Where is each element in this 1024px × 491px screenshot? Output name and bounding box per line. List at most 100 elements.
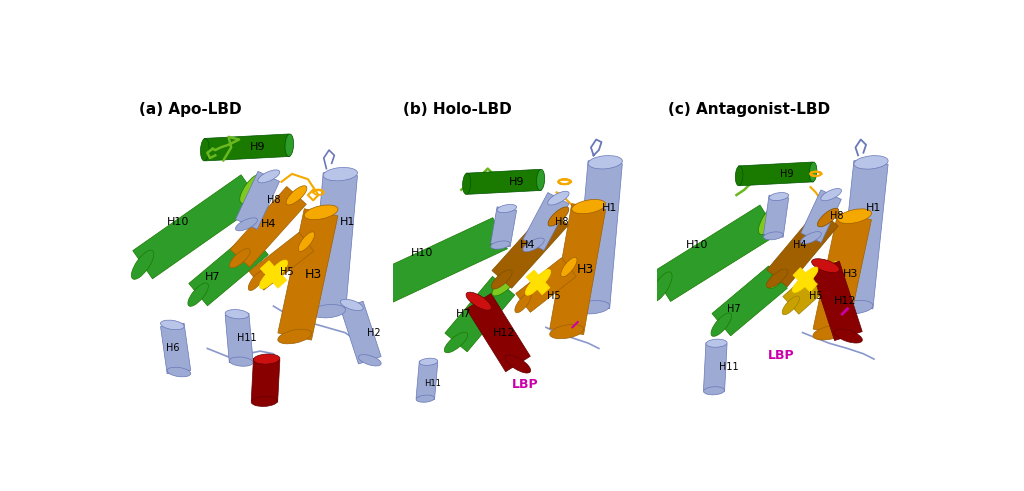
Text: H1: H1	[602, 203, 617, 213]
Ellipse shape	[706, 339, 727, 347]
Polygon shape	[839, 161, 888, 309]
Polygon shape	[801, 190, 842, 243]
Ellipse shape	[561, 257, 578, 277]
Ellipse shape	[324, 167, 357, 181]
Ellipse shape	[187, 283, 209, 306]
Ellipse shape	[821, 261, 839, 279]
Text: H8: H8	[266, 195, 281, 205]
Text: H12: H12	[834, 296, 856, 306]
Polygon shape	[703, 343, 727, 391]
Ellipse shape	[161, 320, 184, 329]
Ellipse shape	[571, 199, 606, 214]
Ellipse shape	[259, 268, 279, 289]
Ellipse shape	[854, 156, 888, 169]
Text: H1: H1	[866, 203, 882, 213]
Ellipse shape	[525, 276, 543, 295]
Text: H7: H7	[727, 304, 740, 314]
Ellipse shape	[523, 238, 545, 252]
Ellipse shape	[782, 296, 800, 315]
Text: H4: H4	[794, 240, 807, 250]
Ellipse shape	[444, 332, 468, 353]
Ellipse shape	[229, 357, 253, 366]
Ellipse shape	[490, 218, 510, 249]
Ellipse shape	[537, 169, 545, 191]
Ellipse shape	[131, 250, 154, 279]
Text: H5: H5	[547, 291, 561, 300]
Ellipse shape	[548, 191, 569, 205]
Ellipse shape	[492, 275, 515, 296]
Ellipse shape	[588, 156, 623, 169]
Polygon shape	[466, 294, 530, 372]
Ellipse shape	[505, 355, 530, 373]
Polygon shape	[236, 171, 280, 229]
Ellipse shape	[800, 267, 818, 285]
Polygon shape	[793, 268, 817, 292]
Ellipse shape	[285, 134, 294, 157]
Text: H8: H8	[830, 211, 844, 221]
Ellipse shape	[358, 355, 381, 366]
Ellipse shape	[278, 329, 311, 344]
Ellipse shape	[575, 300, 609, 314]
Ellipse shape	[167, 367, 190, 377]
Text: (c) Antagonist-LBD: (c) Antagonist-LBD	[668, 103, 829, 117]
Polygon shape	[444, 276, 515, 352]
Ellipse shape	[813, 326, 847, 340]
Ellipse shape	[550, 325, 584, 339]
Ellipse shape	[793, 274, 811, 293]
Text: H11: H11	[424, 379, 441, 387]
Ellipse shape	[835, 329, 862, 343]
Polygon shape	[526, 270, 550, 295]
Text: H6: H6	[166, 344, 180, 354]
Ellipse shape	[817, 208, 839, 227]
Ellipse shape	[419, 358, 438, 365]
Ellipse shape	[651, 272, 672, 302]
Ellipse shape	[268, 260, 288, 281]
Polygon shape	[311, 173, 357, 313]
Ellipse shape	[254, 354, 280, 364]
Ellipse shape	[497, 204, 517, 213]
Polygon shape	[575, 161, 623, 309]
Ellipse shape	[340, 300, 364, 311]
Text: H3: H3	[843, 270, 858, 279]
Text: H9: H9	[250, 142, 265, 152]
Ellipse shape	[515, 293, 531, 313]
Polygon shape	[278, 209, 338, 340]
Ellipse shape	[286, 186, 307, 205]
Polygon shape	[550, 204, 605, 335]
Polygon shape	[490, 207, 517, 247]
Ellipse shape	[534, 270, 551, 288]
Ellipse shape	[759, 205, 779, 235]
Ellipse shape	[801, 232, 821, 244]
Text: H10: H10	[685, 240, 708, 250]
Ellipse shape	[240, 174, 262, 203]
Ellipse shape	[201, 138, 209, 161]
Ellipse shape	[298, 232, 314, 251]
Text: H2: H2	[368, 327, 381, 338]
Ellipse shape	[839, 300, 872, 314]
Ellipse shape	[809, 162, 817, 182]
Ellipse shape	[490, 241, 510, 249]
Ellipse shape	[311, 304, 345, 318]
Ellipse shape	[764, 232, 783, 240]
Ellipse shape	[838, 209, 871, 223]
Polygon shape	[466, 169, 541, 194]
Ellipse shape	[703, 387, 725, 395]
Ellipse shape	[821, 189, 842, 201]
Text: H10: H10	[167, 217, 189, 226]
Text: H5: H5	[809, 291, 822, 300]
Ellipse shape	[304, 205, 338, 219]
Polygon shape	[373, 218, 507, 305]
Ellipse shape	[812, 259, 840, 273]
Text: H11: H11	[719, 362, 738, 372]
Ellipse shape	[769, 192, 788, 200]
Polygon shape	[492, 208, 568, 288]
Polygon shape	[416, 361, 437, 400]
Text: (a) Apo-LBD: (a) Apo-LBD	[138, 103, 242, 117]
Polygon shape	[738, 162, 814, 186]
Text: H8: H8	[555, 217, 568, 226]
Polygon shape	[764, 195, 788, 237]
Polygon shape	[161, 323, 190, 374]
Ellipse shape	[768, 265, 788, 289]
Polygon shape	[516, 258, 577, 312]
Ellipse shape	[236, 218, 257, 231]
